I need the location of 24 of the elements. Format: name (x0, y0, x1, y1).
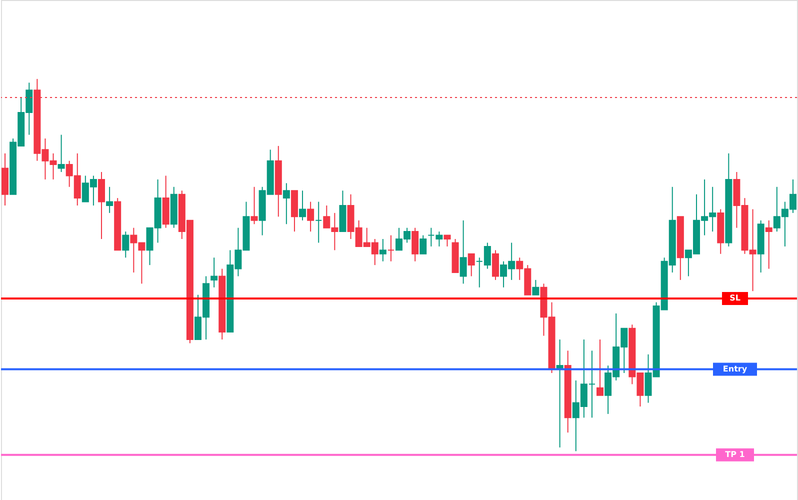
candlestick (299, 190, 306, 221)
candlestick (387, 234, 394, 262)
candlestick (58, 134, 65, 172)
ref-line-label: TP 1 (725, 450, 746, 459)
candlestick (460, 220, 467, 284)
candlestick (379, 238, 386, 262)
candlestick (122, 231, 130, 258)
candlestick (468, 253, 475, 277)
ref-line-label: Entry (722, 364, 748, 374)
candlestick (98, 172, 106, 240)
candlestick (596, 339, 604, 396)
candlestick (532, 279, 540, 296)
candlestick (492, 250, 499, 280)
candlestick (307, 201, 314, 232)
candlestick (282, 182, 290, 225)
candlestick (444, 234, 451, 247)
ref-line-label: SL (730, 294, 740, 303)
candlestick (420, 234, 427, 254)
candlestick (765, 220, 772, 270)
candlestick (106, 186, 114, 214)
candlestick (412, 227, 419, 262)
candlestick (250, 186, 258, 225)
candlestick (315, 201, 322, 244)
candlestick (210, 257, 218, 288)
